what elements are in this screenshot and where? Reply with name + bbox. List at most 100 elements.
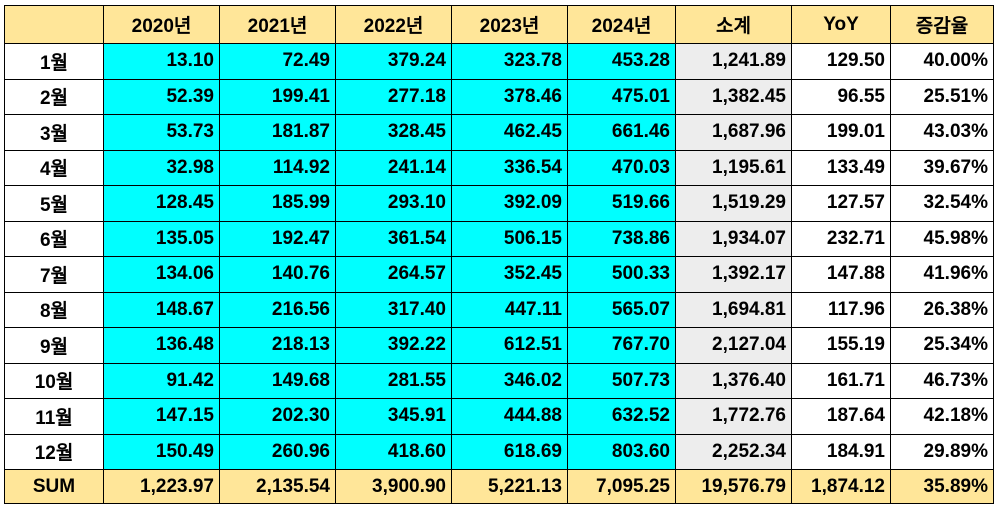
- data-cell: 1,694.81: [675, 291, 792, 328]
- data-cell: 379.24: [335, 43, 452, 80]
- data-cell: 632.52: [567, 398, 676, 435]
- sum-cell: 1,874.12: [791, 469, 891, 504]
- data-cell: 91.42: [103, 362, 220, 399]
- data-cell: 13.10: [103, 43, 220, 80]
- data-cell: 117.96: [791, 291, 891, 328]
- data-cell: 127.57: [791, 185, 891, 222]
- data-row: 8월 148.67 216.56 317.40 447.11 565.07 1,694.81…: [4, 291, 994, 328]
- column-header: 2022년: [335, 5, 452, 44]
- data-cell: 192.47: [219, 220, 336, 257]
- row-label: 9월: [4, 327, 104, 364]
- data-cell: 187.64: [791, 398, 891, 435]
- data-row: 4월 32.98 114.92 241.14 336.54 470.03 1,195.61 1…: [4, 149, 994, 186]
- data-row: 2월 52.39 199.41 277.18 378.46 475.01 1,382.45 9…: [4, 78, 994, 115]
- data-cell: 475.01: [567, 78, 676, 115]
- data-cell: 40.00%: [890, 43, 994, 80]
- data-cell: 72.49: [219, 43, 336, 80]
- data-cell: 328.45: [335, 114, 452, 151]
- data-cell: 378.46: [451, 78, 568, 115]
- data-cell: 453.28: [567, 43, 676, 80]
- column-header: 2020년: [103, 5, 220, 44]
- data-cell: 352.45: [451, 256, 568, 293]
- data-cell: 199.01: [791, 114, 891, 151]
- data-cell: 661.46: [567, 114, 676, 151]
- data-cell: 1,934.07: [675, 220, 792, 257]
- data-cell: 1,687.96: [675, 114, 792, 151]
- data-cell: 161.71: [791, 362, 891, 399]
- sum-row: SUM 1,223.97 2,135.54 3,900.90 5,221.13 7,095…: [4, 469, 994, 504]
- data-cell: 53.73: [103, 114, 220, 151]
- data-cell: 803.60: [567, 433, 676, 470]
- data-cell: 149.68: [219, 362, 336, 399]
- data-cell: 418.60: [335, 433, 452, 470]
- data-cell: 202.30: [219, 398, 336, 435]
- data-cell: 444.88: [451, 398, 568, 435]
- data-cell: 346.02: [451, 362, 568, 399]
- data-cell: 184.91: [791, 433, 891, 470]
- data-cell: 155.19: [791, 327, 891, 364]
- data-cell: 241.14: [335, 149, 452, 186]
- sum-cell: 35.89%: [890, 469, 994, 504]
- data-cell: 264.57: [335, 256, 452, 293]
- data-cell: 462.45: [451, 114, 568, 151]
- data-cell: 345.91: [335, 398, 452, 435]
- data-row: 7월 134.06 140.76 264.57 352.45 500.33 1,392.17…: [4, 256, 994, 293]
- data-cell: 150.49: [103, 433, 220, 470]
- data-row: 9월 136.48 218.13 392.22 612.51 767.70 2,127.04…: [4, 327, 994, 364]
- row-label: SUM: [4, 469, 104, 504]
- header-row: 2020년 2021년 2022년 2023년 2024년 소계 YoY 증감율: [4, 5, 994, 44]
- data-cell: 618.69: [451, 433, 568, 470]
- data-cell: 1,195.61: [675, 149, 792, 186]
- data-cell: 129.50: [791, 43, 891, 80]
- data-cell: 147.88: [791, 256, 891, 293]
- sum-cell: 7,095.25: [567, 469, 676, 504]
- column-header: 증감율: [890, 5, 994, 44]
- data-cell: 218.13: [219, 327, 336, 364]
- data-cell: 46.73%: [890, 362, 994, 399]
- data-cell: 323.78: [451, 43, 568, 80]
- data-cell: 1,772.76: [675, 398, 792, 435]
- data-row: 3월 53.73 181.87 328.45 462.45 661.46 1,687.96 1…: [4, 114, 994, 151]
- data-cell: 134.06: [103, 256, 220, 293]
- row-label: 10월: [4, 362, 104, 399]
- column-header: 소계: [675, 5, 792, 44]
- column-header: YoY: [791, 5, 891, 44]
- data-cell: 1,519.29: [675, 185, 792, 222]
- column-header: 2024년: [567, 5, 676, 44]
- data-cell: 43.03%: [890, 114, 994, 151]
- data-cell: 2,127.04: [675, 327, 792, 364]
- data-cell: 114.92: [219, 149, 336, 186]
- data-cell: 260.96: [219, 433, 336, 470]
- data-cell: 32.98: [103, 149, 220, 186]
- data-cell: 447.11: [451, 291, 568, 328]
- data-cell: 2,252.34: [675, 433, 792, 470]
- row-label: 1월: [4, 43, 104, 80]
- data-cell: 293.10: [335, 185, 452, 222]
- row-label: 4월: [4, 149, 104, 186]
- column-header: 2021년: [219, 5, 336, 44]
- data-row: 6월 135.05 192.47 361.54 506.15 738.86 1,934.07…: [4, 220, 994, 257]
- data-cell: 470.03: [567, 149, 676, 186]
- data-cell: 128.45: [103, 185, 220, 222]
- data-row: 11월 147.15 202.30 345.91 444.88 632.52 1,772.7…: [4, 398, 994, 435]
- data-row: 5월 128.45 185.99 293.10 392.09 519.66 1,519.29…: [4, 185, 994, 222]
- data-cell: 25.51%: [890, 78, 994, 115]
- sum-cell: 19,576.79: [675, 469, 792, 504]
- data-cell: 281.55: [335, 362, 452, 399]
- row-label: 11월: [4, 398, 104, 435]
- data-cell: 133.49: [791, 149, 891, 186]
- data-cell: 738.86: [567, 220, 676, 257]
- data-cell: 336.54: [451, 149, 568, 186]
- data-cell: 41.96%: [890, 256, 994, 293]
- data-cell: 232.71: [791, 220, 891, 257]
- data-cell: 216.56: [219, 291, 336, 328]
- data-cell: 317.40: [335, 291, 452, 328]
- data-table: 2020년 2021년 2022년 2023년 2024년 소계 YoY 증감율 1월 13.10…: [4, 5, 994, 504]
- data-cell: 519.66: [567, 185, 676, 222]
- row-label: 2월: [4, 78, 104, 115]
- column-header: 2023년: [451, 5, 568, 44]
- data-cell: 45.98%: [890, 220, 994, 257]
- sum-cell: 2,135.54: [219, 469, 336, 504]
- data-cell: 565.07: [567, 291, 676, 328]
